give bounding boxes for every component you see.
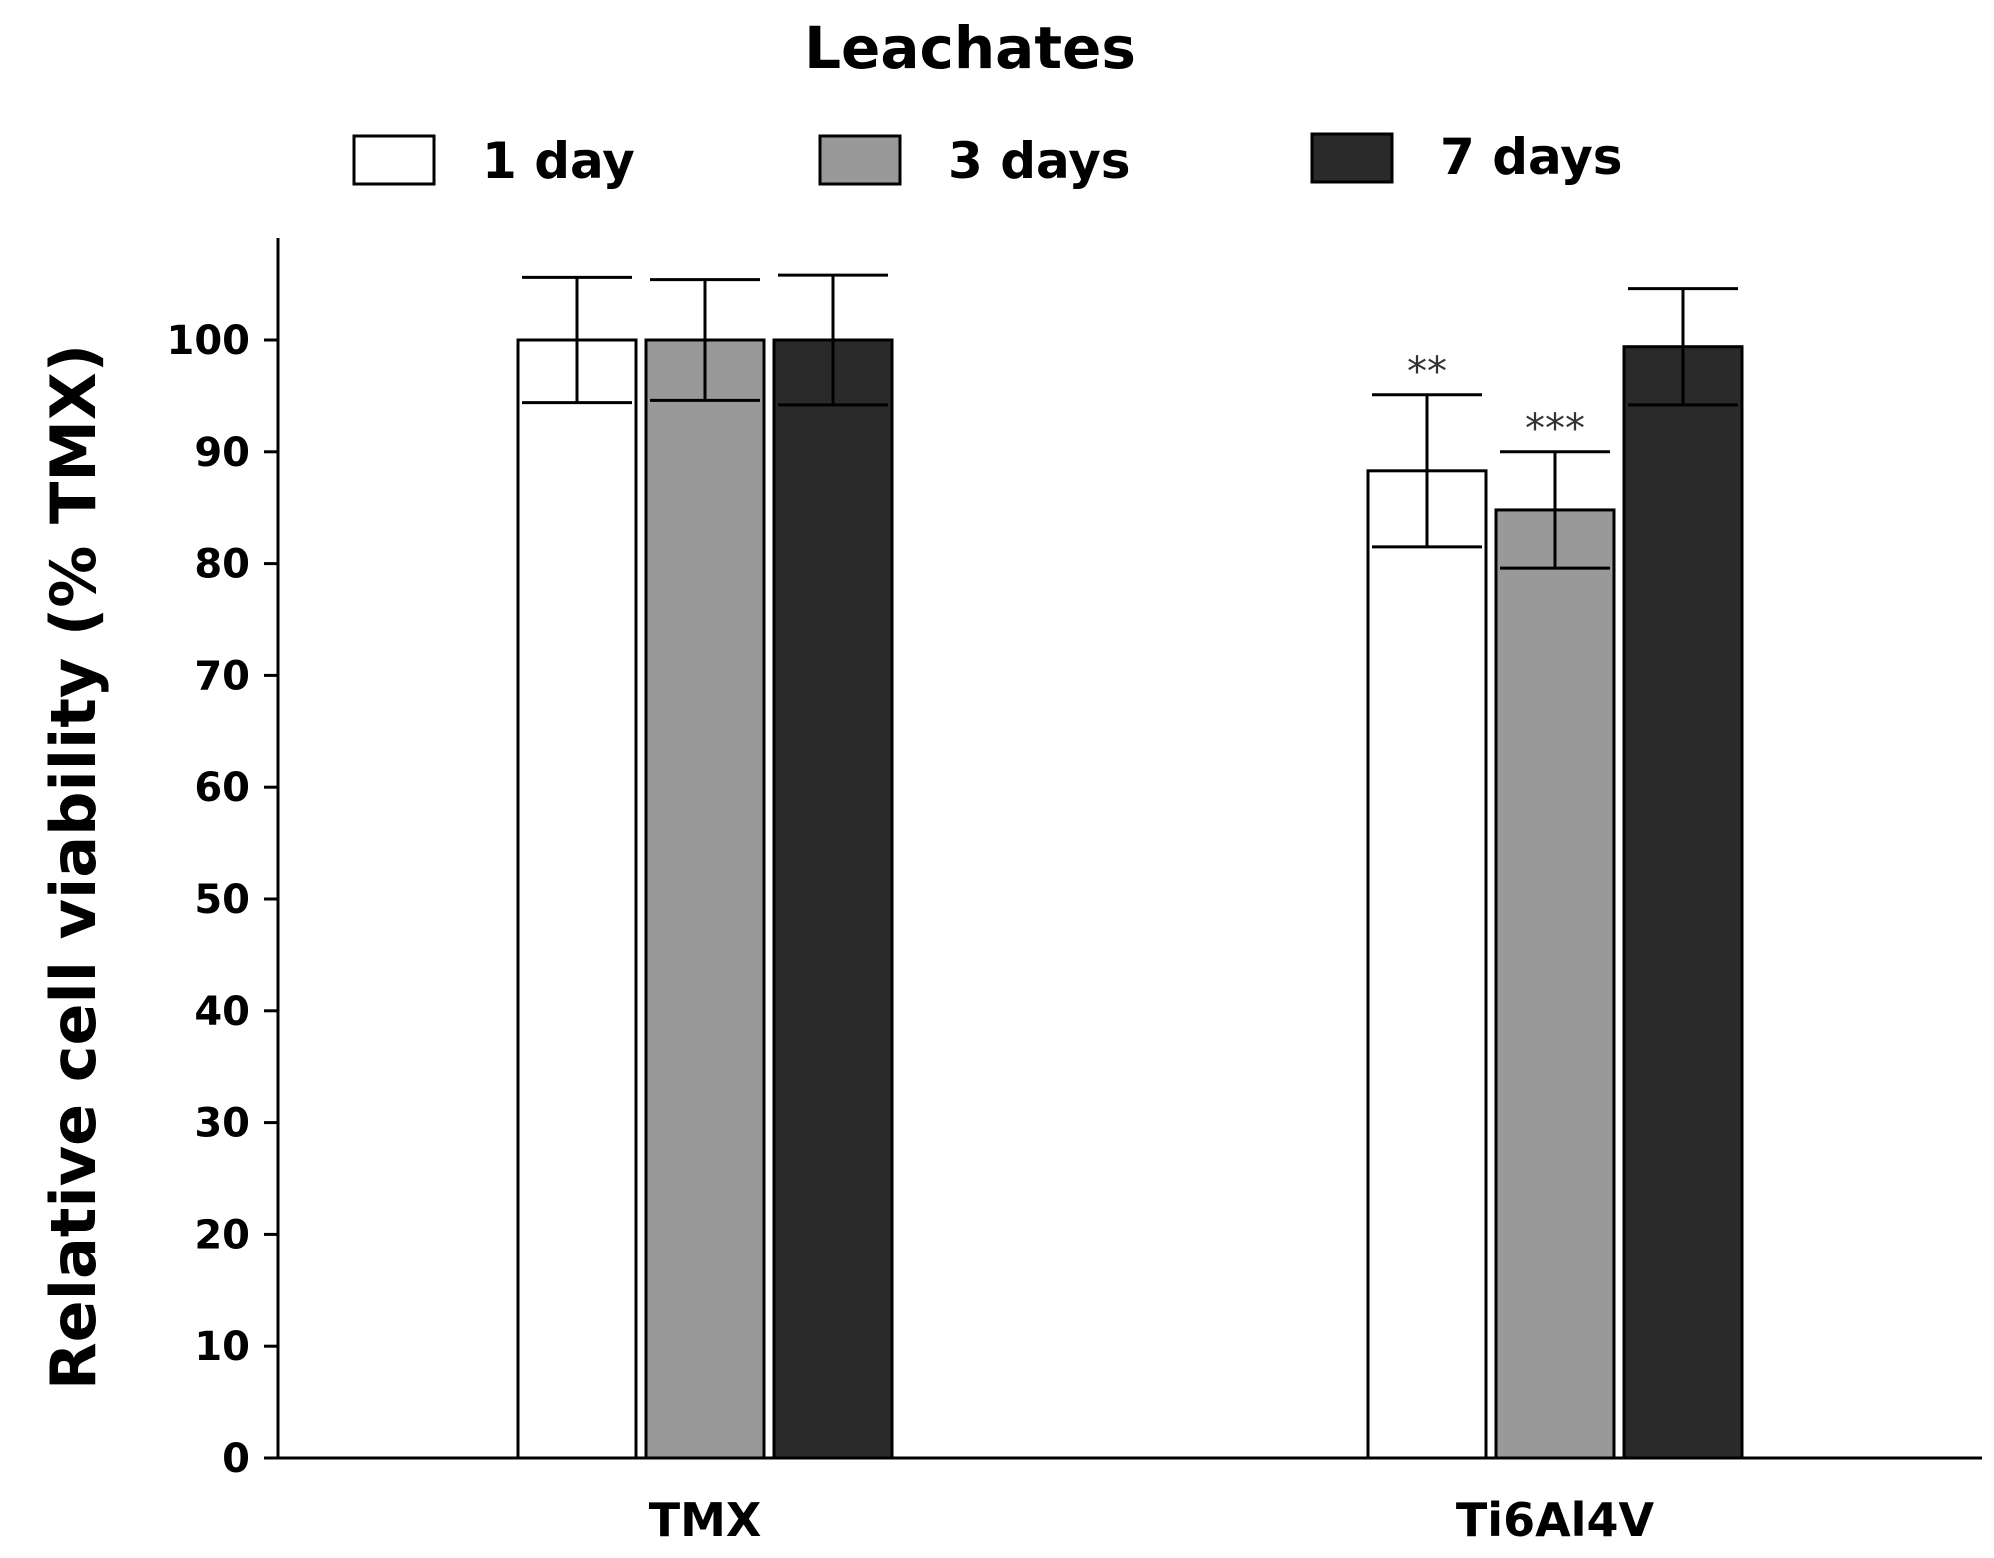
- bar-ti6al4v-7-days: [1622, 345, 1744, 1460]
- bar-tmx-1-day: [516, 338, 638, 1460]
- y-ticks: 0 10 20 30 40 50 60 70 80 90 100: [167, 318, 278, 1482]
- legend-swatch-1-day: [352, 134, 436, 186]
- y-tick-label: 10: [194, 1324, 250, 1370]
- annotations: *****: [1407, 349, 1585, 452]
- significance-label: ***: [1525, 406, 1585, 452]
- legend-label-3-days: 3 days: [948, 132, 1131, 190]
- y-tick-label: 80: [194, 542, 250, 588]
- legend-label-1-day: 1 day: [482, 132, 635, 190]
- legend-swatch-7-days: [1310, 132, 1394, 184]
- y-tick-label: 30: [194, 1101, 250, 1147]
- y-tick-label: 40: [194, 989, 250, 1035]
- y-tick-label: 20: [194, 1212, 250, 1258]
- legend-label-7-days: 7 days: [1440, 128, 1623, 186]
- y-tick-label: 90: [194, 430, 250, 476]
- category-labels: TMX Ti6Al4V: [649, 1493, 1655, 1547]
- y-tick-label: 50: [194, 877, 250, 923]
- y-tick-label: 70: [194, 653, 250, 699]
- chart-title: Leachates: [804, 14, 1136, 82]
- legend-swatch-3-days: [818, 134, 902, 186]
- bar-ti6al4v-3-days: [1494, 508, 1616, 1460]
- legend: 1 day 3 days 7 days: [352, 128, 1623, 190]
- bars: [516, 338, 1744, 1460]
- error-bars: [522, 273, 1738, 570]
- significance-label: **: [1407, 349, 1447, 395]
- y-axis-label: Relative cell viability (% TMX): [37, 344, 110, 1390]
- x-category-label: TMX: [649, 1493, 762, 1547]
- y-tick-label: 100: [167, 318, 251, 364]
- y-tick-label: 0: [222, 1436, 250, 1482]
- bar-ti6al4v-1-day: [1366, 469, 1488, 1460]
- x-category-label: Ti6Al4V: [1456, 1493, 1655, 1547]
- y-tick-label: 60: [194, 765, 250, 811]
- bar-tmx-7-days: [772, 338, 894, 1460]
- bar-tmx-3-days: [644, 338, 766, 1460]
